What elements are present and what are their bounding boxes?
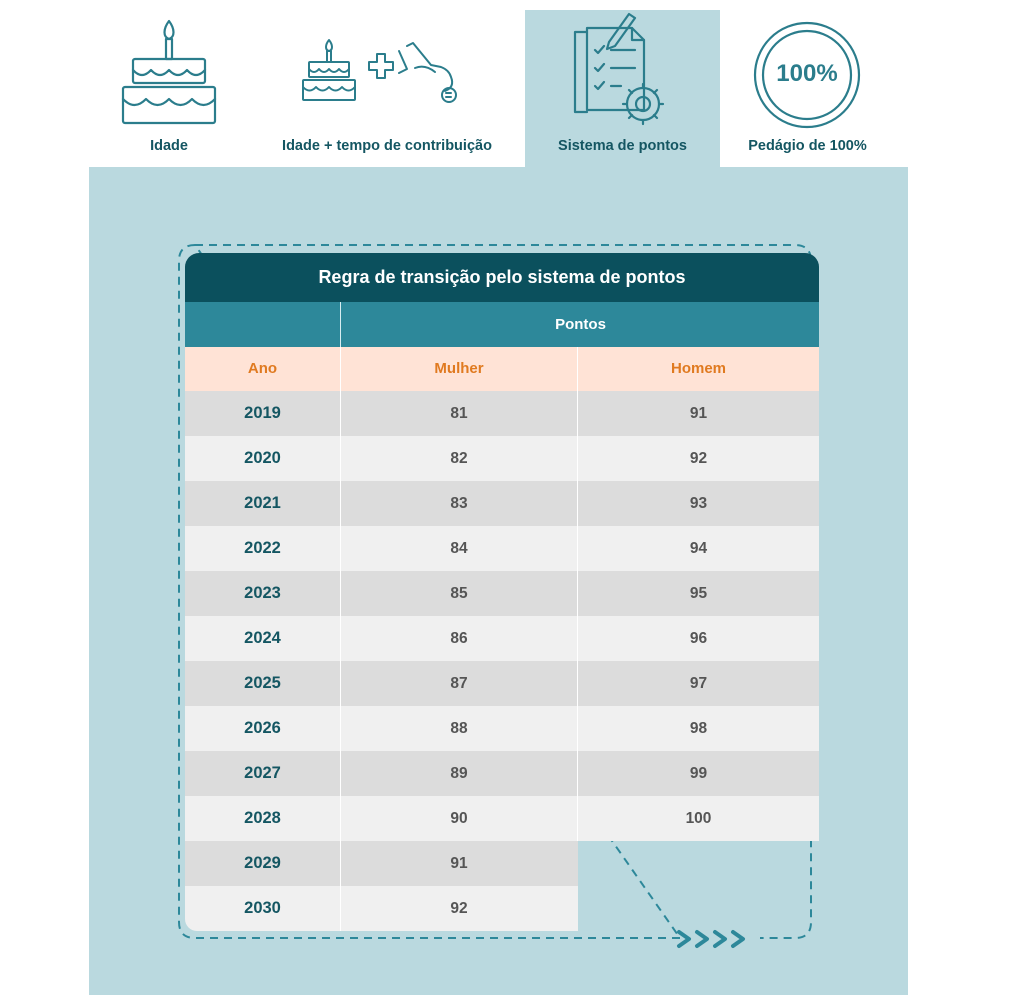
column-header-year: Ano [247,360,278,377]
tab-pedagio-100[interactable]: 100% Pedágio de 100% [720,10,895,168]
column-headers: Ano Mulher Homem [185,347,819,391]
table-row: 2025 87 97 [185,661,819,706]
table-row: 2022 84 94 [185,526,819,571]
cell-year: 2023 [244,584,281,602]
table-row: 2024 86 96 [185,616,819,661]
table-row: 2019 81 91 [185,391,819,436]
table-row: 2030 92 [185,886,578,931]
cell-year: 2020 [244,449,281,467]
cake-icon [89,10,249,130]
table-row: 2026 88 98 [185,706,819,751]
cell-woman: 83 [450,495,468,512]
percent-circle-icon: 100% [720,10,895,130]
checklist-gear-icon [525,10,720,130]
cell-woman: 86 [450,630,468,647]
cell-year: 2028 [244,809,281,827]
cell-man: 96 [689,630,708,647]
cake-plus-coin-hand-icon [249,10,525,130]
tab-idade-tempo-contribuicao[interactable]: Idade + tempo de contribuição [249,10,525,168]
cell-woman: 90 [450,810,468,827]
column-header-woman: Mulher [434,360,484,377]
column-separator [577,347,578,841]
tab-label: Idade [150,138,188,154]
table-row: 2029 91 [185,841,578,886]
cell-woman: 87 [450,675,468,692]
cell-woman: 89 [450,765,468,782]
group-header: Pontos [185,302,819,347]
cell-year: 2024 [244,629,281,647]
cell-man: 98 [689,720,708,737]
cell-year: 2025 [244,674,281,692]
table-row: 2023 85 95 [185,571,819,616]
cell-man: 95 [689,585,708,602]
tab-sistema-de-pontos[interactable]: Sistema de pontos [525,10,720,168]
tab-label: Pedágio de 100% [748,138,867,154]
table-row: 2021 83 93 [185,481,819,526]
cell-year: 2021 [244,494,281,512]
cell-man: 100 [685,810,712,827]
group-header-blank [185,302,341,347]
cell-year: 2022 [244,539,281,557]
cell-woman: 82 [450,450,468,467]
table-row: 2020 82 92 [185,436,819,481]
cell-man: 92 [689,450,708,467]
cell-woman: 84 [450,540,468,557]
tab-idade[interactable]: Idade [89,10,249,168]
cell-woman: 88 [450,720,468,737]
group-header-label: Pontos [555,316,606,333]
table-row: 2027 89 99 [185,751,819,796]
cell-year: 2027 [244,764,281,782]
cell-man: 94 [689,540,708,557]
column-separator [340,347,341,931]
percent-badge-text: 100% [776,60,838,87]
cell-year: 2029 [244,854,281,872]
column-header-man: Homem [670,360,726,377]
cell-year: 2026 [244,719,281,737]
cell-year: 2019 [244,404,281,422]
cell-man: 97 [689,675,708,692]
tab-label: Sistema de pontos [558,138,687,154]
table-title: Regra de transição pelo sistema de ponto… [185,253,819,302]
table-row: 2028 90 100 [185,796,819,841]
cell-woman: 92 [450,900,468,917]
cell-man: 93 [689,495,708,512]
cell-woman: 85 [450,585,468,602]
tab-bar: Idade Idade + tempo de contribuição [0,0,1010,168]
cell-woman: 91 [450,855,468,872]
cell-man: 91 [689,405,708,422]
tab-label: Idade + tempo de contribuição [282,138,492,154]
cell-year: 2030 [244,899,281,917]
cell-man: 99 [689,765,708,782]
cell-woman: 81 [450,405,468,422]
